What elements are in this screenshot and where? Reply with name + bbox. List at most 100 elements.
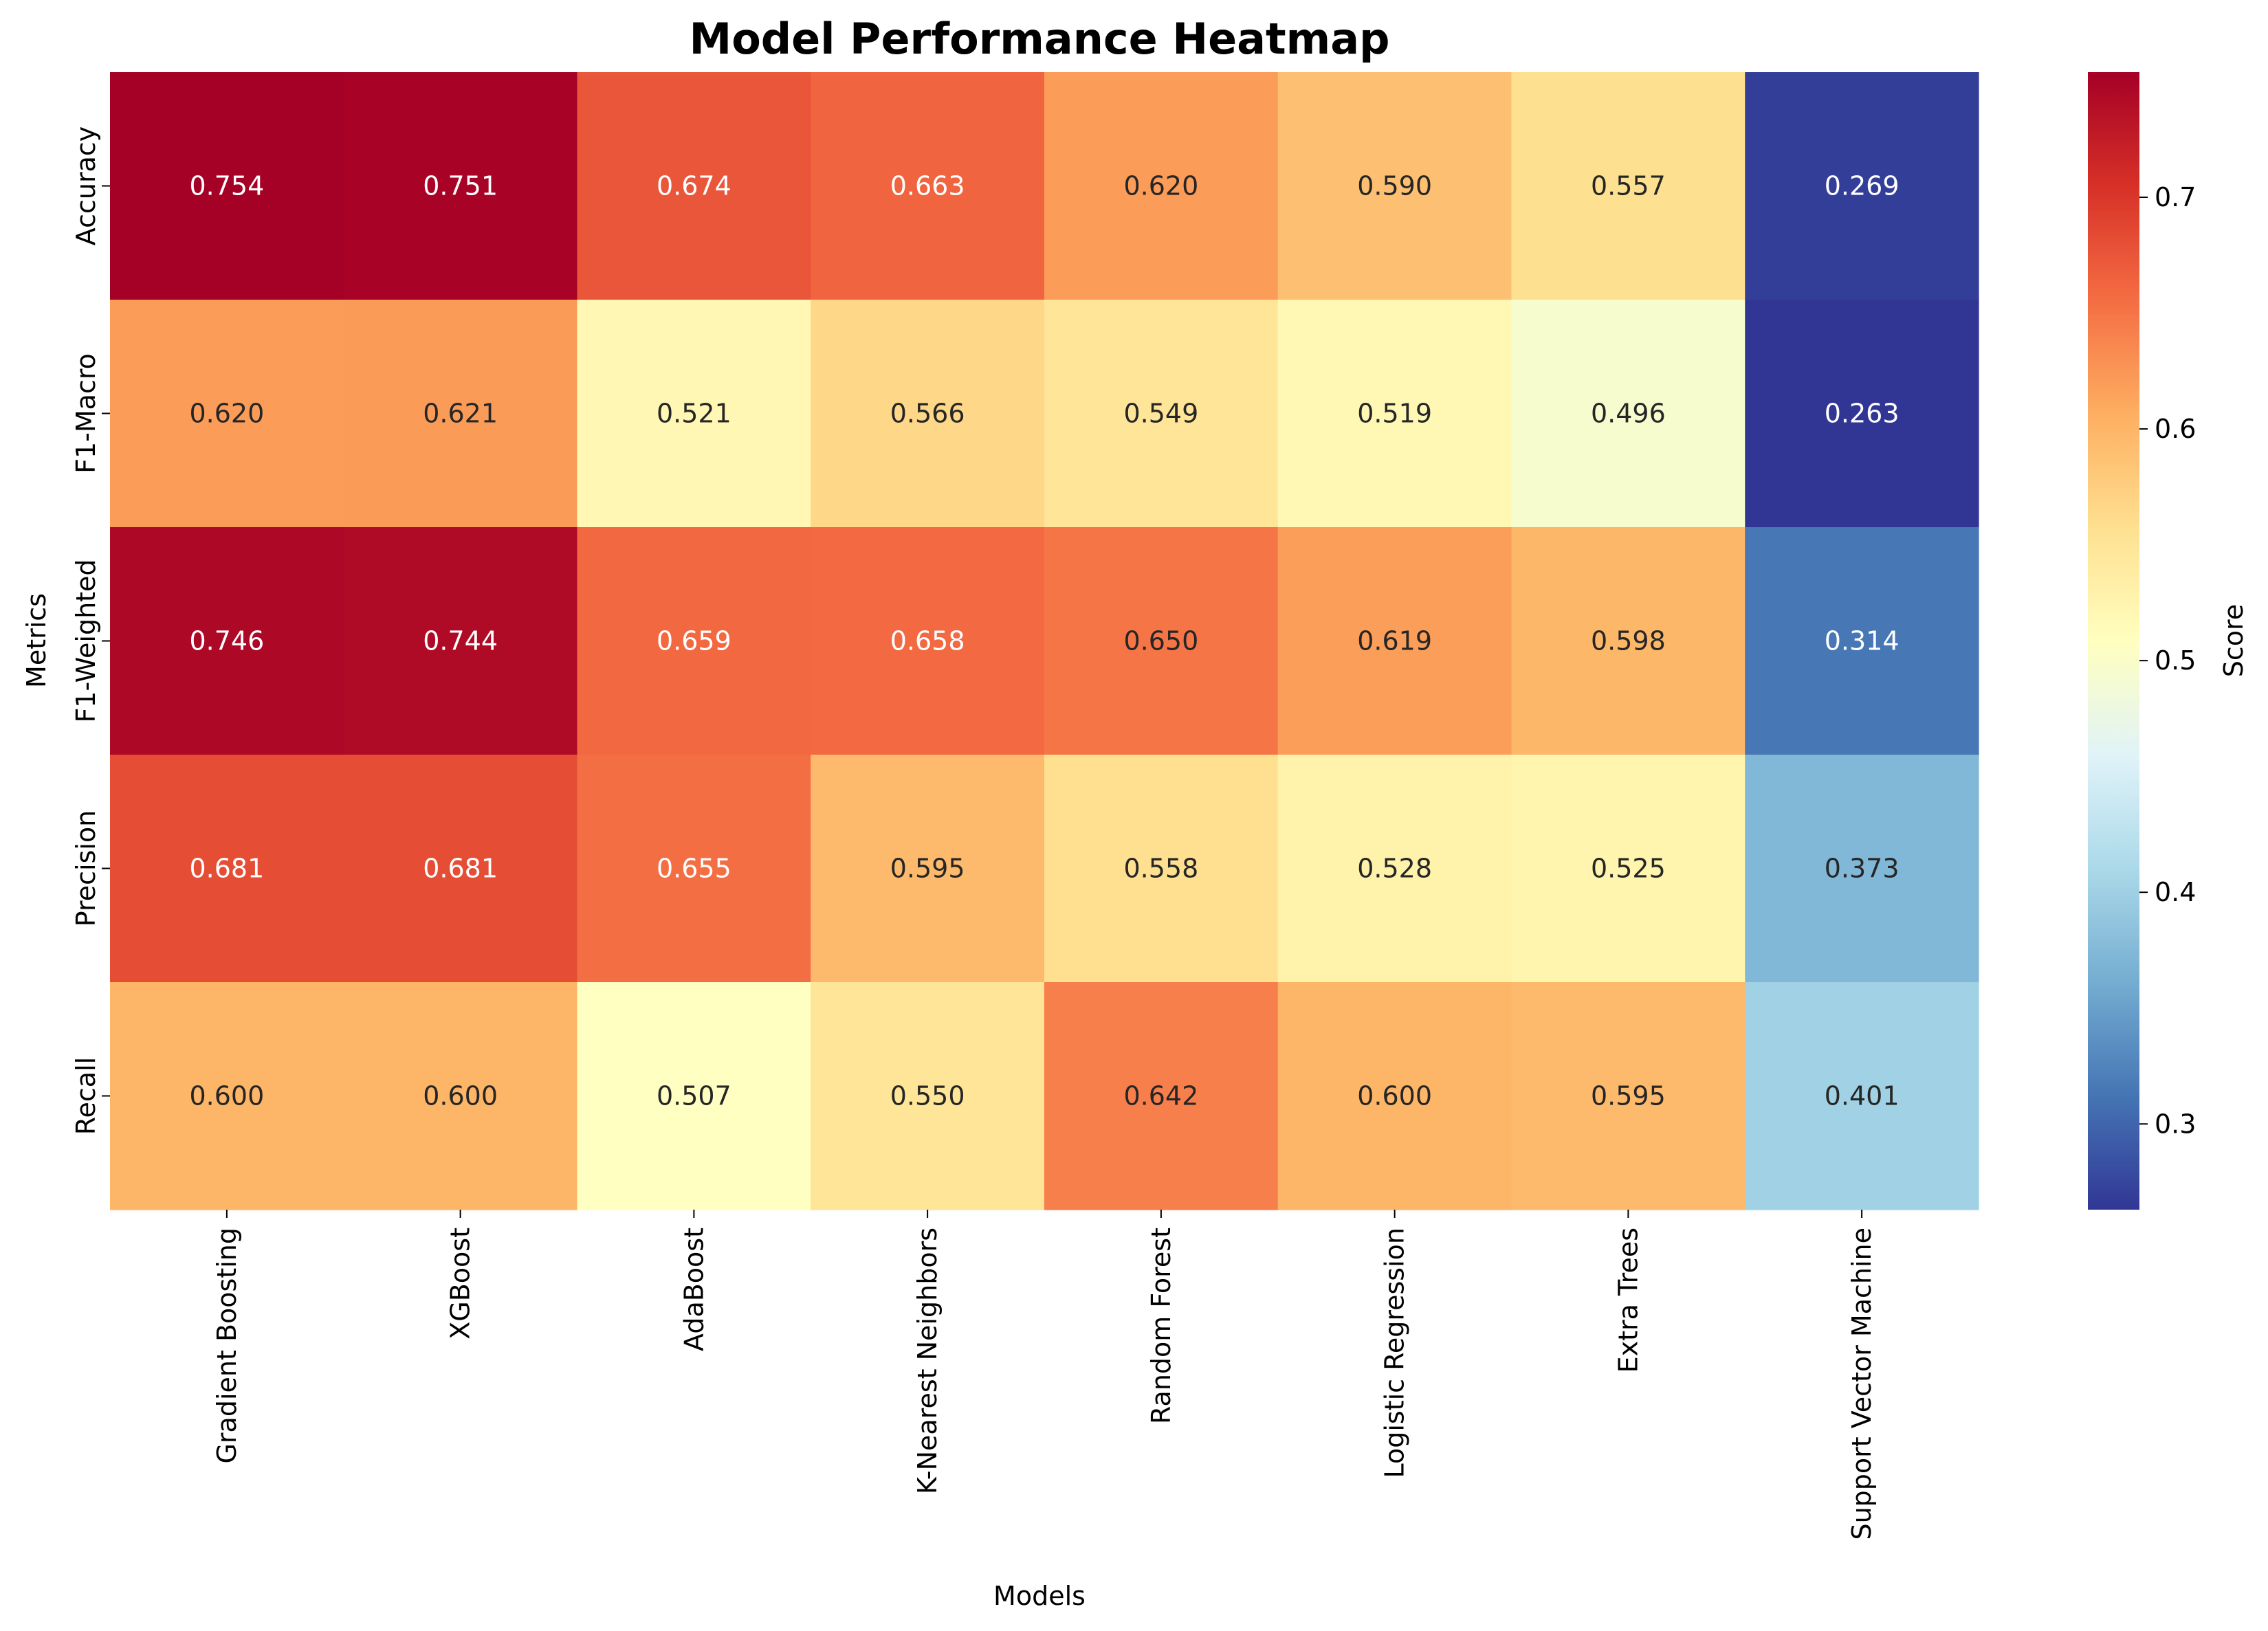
heatmap-cell [811, 300, 1045, 528]
heatmap-cell [110, 982, 344, 1210]
heatmap-cell [1277, 527, 1512, 755]
heatmap-cell [1511, 300, 1746, 528]
x-tick-label: Gradient Boosting [212, 1228, 242, 1464]
x-tick-label: Logistic Regression [1380, 1228, 1410, 1478]
colorbar-tick-label: 0.7 [2155, 182, 2196, 212]
cell-value-label: 0.528 [1357, 854, 1432, 884]
x-tick-label: AdaBoost [679, 1228, 709, 1351]
heatmap-cell [1044, 527, 1279, 755]
heatmap-cell [1745, 982, 1979, 1210]
heatmap-cell [1511, 72, 1746, 300]
cell-value-label: 0.549 [1123, 399, 1198, 429]
cell-value-label: 0.600 [423, 1081, 498, 1111]
y-axis-label: Metrics [21, 593, 52, 688]
colorbar-tick-label: 0.6 [2155, 414, 2196, 444]
heatmap-cell [1044, 982, 1279, 1210]
heatmap-cell [110, 527, 344, 755]
heatmap-cell [110, 300, 344, 528]
colorbar-tick-label: 0.5 [2155, 645, 2196, 676]
cell-value-label: 0.620 [1123, 171, 1198, 201]
heatmap-cell [343, 982, 578, 1210]
y-tick-label: F1-Weighted [71, 559, 101, 722]
cell-value-label: 0.557 [1591, 171, 1666, 201]
colorbar-tick-label: 0.3 [2155, 1109, 2196, 1139]
cell-value-label: 0.642 [1123, 1081, 1198, 1111]
heatmap-cell [1745, 755, 1979, 983]
heatmap-cell [811, 755, 1045, 983]
cell-value-label: 0.663 [890, 171, 965, 201]
heatmap-cell [343, 527, 578, 755]
heatmap-cell [1745, 72, 1979, 300]
cell-value-label: 0.263 [1825, 399, 1900, 429]
cell-value-label: 0.401 [1825, 1081, 1900, 1111]
cell-value-label: 0.621 [423, 399, 498, 429]
cell-value-label: 0.558 [1123, 854, 1198, 884]
colorbar: 0.3 0.4 0.5 0.6 0.7 [2088, 72, 2196, 1210]
cell-value-label: 0.595 [1591, 1081, 1666, 1111]
heatmap-cell [1277, 72, 1512, 300]
cell-value-label: 0.659 [657, 626, 731, 656]
heatmap-cell [577, 527, 811, 755]
cell-value-label: 0.655 [657, 854, 731, 884]
cell-value-label: 0.598 [1591, 626, 1666, 656]
cell-value-label: 0.496 [1591, 399, 1666, 429]
cell-value-label: 0.619 [1357, 626, 1432, 656]
cell-value-label: 0.744 [423, 626, 498, 656]
heatmap-cell [1511, 527, 1746, 755]
colorbar-tick-label: 0.4 [2155, 877, 2196, 907]
chart-title: Model Performance Heatmap [690, 14, 1390, 64]
y-tick-label: Recall [71, 1057, 101, 1135]
heatmap-cell [1044, 72, 1279, 300]
heatmap-grid: 0.754 0.751 0.674 0.663 0.620 0.590 0.557 0.269… [110, 72, 1979, 1210]
heatmap-cell [1745, 527, 1979, 755]
x-axis-label: Models [993, 1581, 1086, 1611]
heatmap-cell [577, 982, 811, 1210]
heatmap-cell [811, 72, 1045, 300]
heatmap-cell [1511, 755, 1746, 983]
cell-value-label: 0.566 [890, 399, 965, 429]
cell-value-label: 0.751 [423, 171, 498, 201]
colorbar-gradient [2088, 72, 2139, 1210]
colorbar-label: Score [2219, 604, 2249, 677]
heatmap-cell [343, 755, 578, 983]
y-tick-label: Accuracy [71, 126, 101, 246]
cell-value-label: 0.681 [189, 854, 264, 884]
heatmap-cell [577, 300, 811, 528]
cell-value-label: 0.521 [657, 399, 731, 429]
x-axis-ticks: Gradient Boosting XGBoost AdaBoost K-Neares… [212, 1210, 1877, 1540]
heatmap-cell [343, 300, 578, 528]
heatmap-cell [1044, 300, 1279, 528]
x-tick-label: K-Nearest Neighbors [912, 1228, 943, 1494]
cell-value-label: 0.525 [1591, 854, 1666, 884]
cell-value-label: 0.595 [890, 854, 965, 884]
heatmap-cell [1277, 755, 1512, 983]
cell-value-label: 0.590 [1357, 171, 1432, 201]
heatmap-cell [343, 72, 578, 300]
x-tick-label: Random Forest [1146, 1228, 1176, 1424]
cell-value-label: 0.550 [890, 1081, 965, 1111]
cell-value-label: 0.507 [657, 1081, 731, 1111]
heatmap-cell [811, 982, 1045, 1210]
x-tick-label: Extra Trees [1613, 1228, 1643, 1373]
heatmap-cell [110, 755, 344, 983]
heatmap-cell [1745, 300, 1979, 528]
heatmap-cell [811, 527, 1045, 755]
cell-value-label: 0.620 [189, 399, 264, 429]
cell-value-label: 0.519 [1357, 399, 1432, 429]
cell-value-label: 0.746 [189, 626, 264, 656]
cell-value-label: 0.314 [1825, 626, 1900, 656]
cell-value-label: 0.754 [189, 171, 264, 201]
heatmap-cell [1044, 755, 1279, 983]
x-tick-label: Support Vector Machine [1847, 1228, 1877, 1540]
y-tick-label: F1-Macro [71, 353, 101, 474]
x-tick-label: XGBoost [445, 1228, 476, 1340]
cell-value-label: 0.658 [890, 626, 965, 656]
heatmap-cell [1277, 300, 1512, 528]
cell-value-label: 0.674 [657, 171, 731, 201]
heatmap-cell [1511, 982, 1746, 1210]
cell-value-label: 0.650 [1123, 626, 1198, 656]
cell-value-label: 0.600 [189, 1081, 264, 1111]
heatmap-cell [1277, 982, 1512, 1210]
cell-value-label: 0.681 [423, 854, 498, 884]
